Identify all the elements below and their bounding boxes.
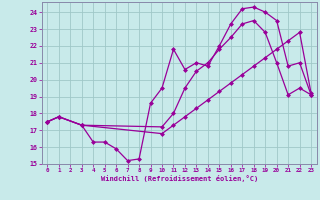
X-axis label: Windchill (Refroidissement éolien,°C): Windchill (Refroidissement éolien,°C) [100,175,258,182]
